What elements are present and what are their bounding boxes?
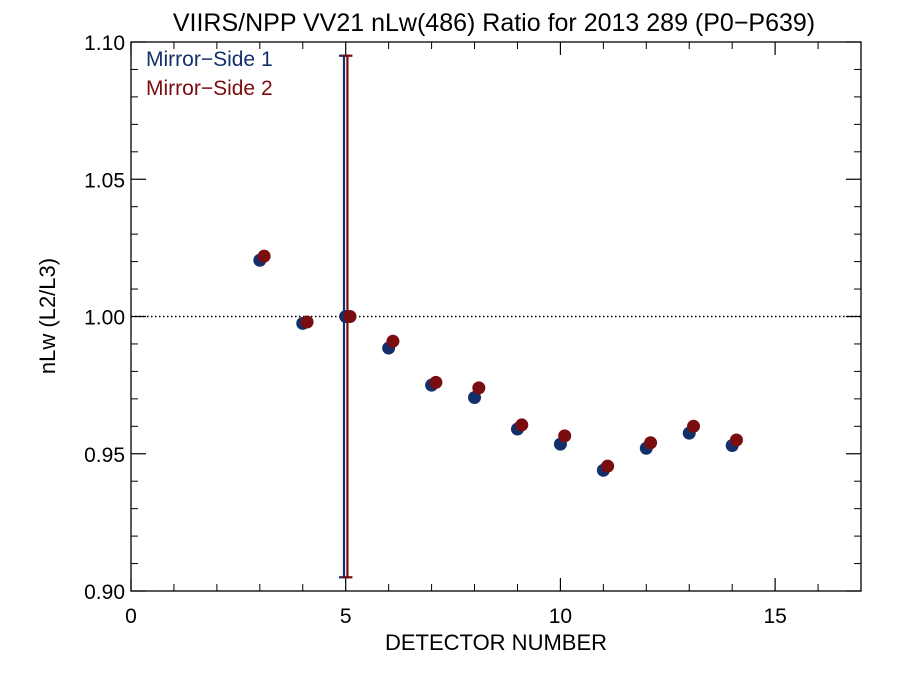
data-point-series-2 [343, 310, 357, 323]
data-point-series-2 [257, 249, 271, 263]
y-tick-label: 1.00 [84, 307, 125, 330]
data-point-series-2 [729, 433, 743, 447]
data-point-series-2 [515, 418, 529, 432]
x-axis-label: DETECTOR NUMBER [385, 630, 607, 655]
x-tick-label: 5 [340, 605, 352, 628]
y-axis-label: nLw (L2/L3) [35, 258, 60, 374]
data-point-series-2 [601, 459, 615, 473]
data-point-series-2 [386, 334, 400, 348]
legend-entry-mirror-side-2: Mirror−Side 2 [146, 77, 273, 100]
data-point-series-2 [558, 429, 572, 443]
data-points [253, 249, 743, 477]
data-point-series-2 [429, 375, 443, 389]
y-tick-label: 1.10 [84, 32, 125, 55]
legend-entry-mirror-side-1: Mirror−Side 1 [146, 48, 273, 71]
data-point-series-2 [472, 381, 486, 395]
data-point-series-2 [300, 315, 314, 329]
chart-title: VIIRS/NPP VV21 nLw(486) Ratio for 2013 2… [173, 9, 815, 37]
data-point-series-2 [644, 436, 658, 450]
y-tick-label: 0.90 [84, 581, 125, 604]
x-tick-label: 0 [125, 605, 137, 628]
axis-ticks: 0 5 10 15 0.90 0.95 1.00 1.05 1.10 [84, 32, 861, 628]
y-tick-label: 1.05 [84, 169, 125, 192]
y-tick-label: 0.95 [84, 444, 125, 467]
x-tick-label: 15 [763, 605, 786, 628]
legend: Mirror−Side 1 Mirror−Side 2 [146, 48, 273, 100]
x-tick-label: 10 [549, 605, 572, 628]
data-point-series-2 [687, 419, 701, 433]
